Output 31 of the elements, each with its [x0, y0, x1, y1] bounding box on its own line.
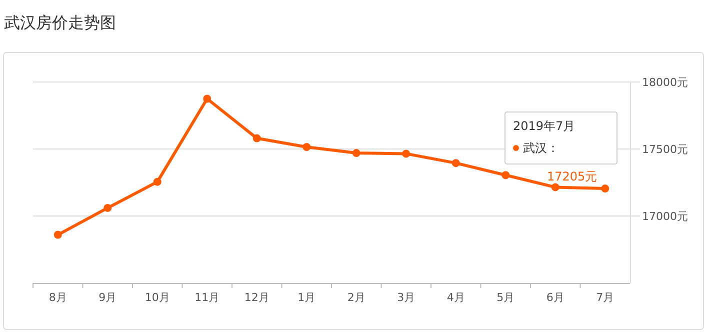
- x-tick-label: 4月: [446, 291, 465, 304]
- y-tick-label: 17000元: [642, 210, 688, 223]
- x-tick-label: 6月: [546, 291, 564, 304]
- x-tick-label: 5月: [496, 291, 515, 304]
- x-tick-label: 3月: [397, 291, 416, 304]
- point: [502, 171, 510, 180]
- x-tick-label: 7月: [596, 291, 614, 304]
- point: [302, 142, 311, 151]
- point: [551, 183, 560, 192]
- chart-title: 武汉房价走势图: [4, 13, 116, 32]
- point: [153, 178, 162, 186]
- x-tick-label: 1月: [298, 291, 316, 304]
- point: [601, 184, 610, 193]
- x-tick-label: 10月: [144, 291, 170, 304]
- legend-label: 武汉：: [523, 141, 559, 155]
- x-tick-label: 8月: [48, 291, 67, 304]
- y-tick-label: 18000元: [642, 76, 688, 89]
- point: [402, 150, 410, 158]
- data-label: 17205元: [546, 170, 598, 184]
- x-tick-label: 11月: [194, 291, 220, 304]
- y-tick-label: 17500元: [642, 143, 688, 156]
- point: [104, 204, 112, 212]
- point: [203, 94, 212, 103]
- point: [352, 149, 360, 158]
- annotation: 2019年7月: [513, 119, 576, 133]
- x-tick-label: 12月: [244, 291, 270, 304]
- point: [252, 134, 261, 142]
- point: [452, 159, 460, 168]
- x-tick-label: 2月: [347, 291, 366, 304]
- x-tick-label: 9月: [98, 291, 117, 304]
- point: [54, 230, 62, 239]
